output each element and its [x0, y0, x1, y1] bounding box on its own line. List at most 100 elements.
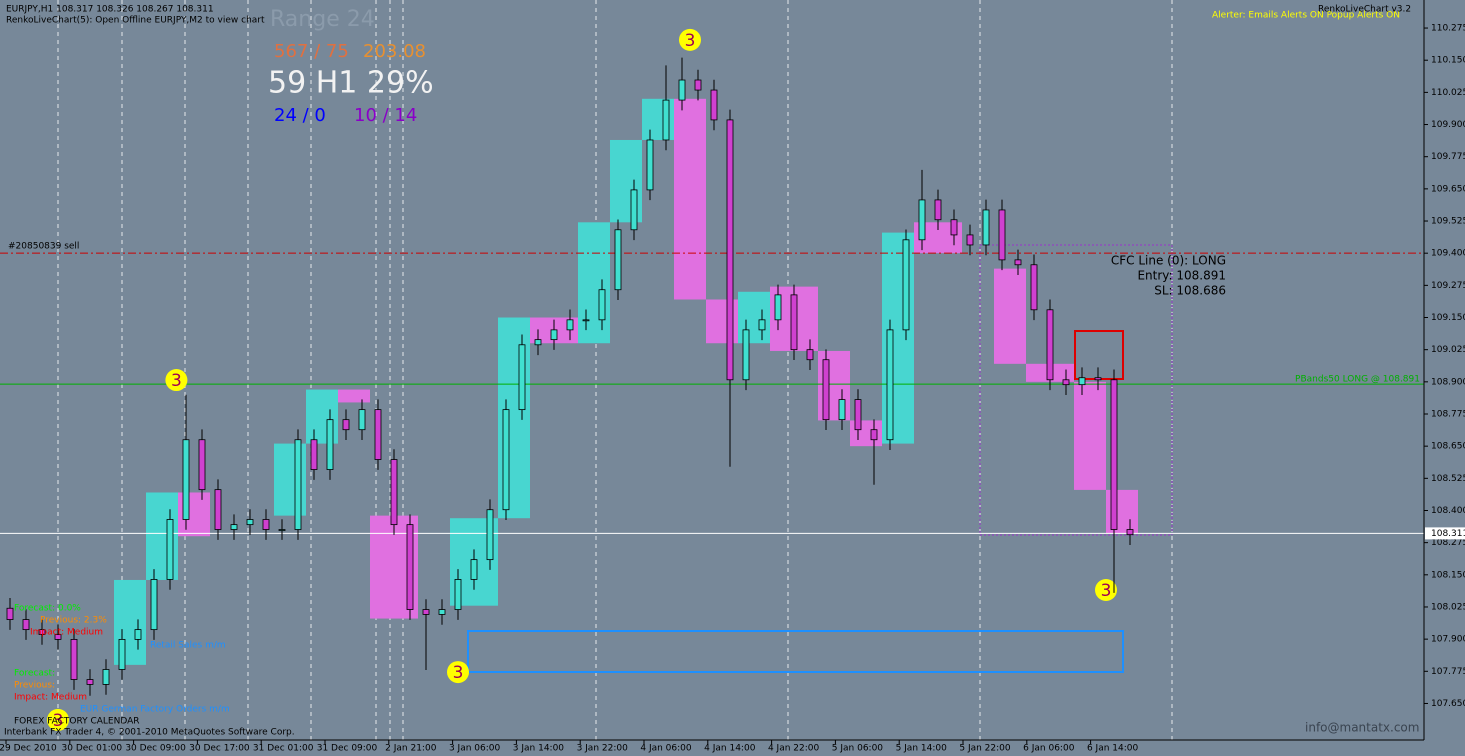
candle-body: [902, 239, 910, 331]
candle-body: [454, 579, 462, 610]
candle-body: [1014, 259, 1022, 266]
candle-body: [790, 294, 798, 351]
candle-body: [262, 519, 270, 530]
annotation: 24 / 0: [274, 105, 326, 126]
renko-brick: [674, 98, 706, 300]
x-tick-label: 5 Jan 22:00: [959, 744, 1011, 754]
candle-body: [118, 638, 126, 670]
candle-body: [294, 439, 302, 530]
annotation: Previous:: [14, 681, 55, 691]
x-tick-label: 5 Jan 06:00: [832, 744, 884, 754]
candle-body: [870, 429, 878, 441]
last-price-label: 108.311: [1431, 529, 1465, 539]
signal-marker: [447, 661, 469, 684]
x-tick-label: 3 Jan 06:00: [449, 744, 501, 754]
candle-body: [982, 209, 990, 246]
candle-body: [230, 524, 238, 530]
candle-body: [406, 524, 414, 610]
candle-body: [182, 439, 190, 520]
candle-body: [550, 329, 558, 341]
signal-marker: [1095, 578, 1117, 601]
candle-body: [134, 629, 142, 640]
y-tick-label: 107.650: [1431, 699, 1465, 709]
candle-body: [886, 329, 894, 441]
candle-body: [22, 619, 30, 631]
renko-brick: [994, 268, 1026, 364]
candle-body: [758, 319, 766, 331]
chart-subtitle: RenkoLiveChart(5): Open Offline EURJPY,M…: [6, 16, 265, 26]
x-tick-label: 30 Dec 17:00: [189, 744, 250, 754]
candle-body: [198, 439, 206, 491]
candle-body: [566, 319, 574, 331]
y-tick-label: 108.900: [1431, 377, 1465, 387]
last-price-box: [1425, 527, 1465, 540]
x-tick-label: 4 Jan 06:00: [640, 744, 692, 754]
candle-body: [70, 638, 78, 680]
grid: [57, 0, 1173, 740]
candle-body: [1110, 379, 1118, 530]
candle-body: [102, 669, 110, 685]
candle-body: [86, 679, 94, 685]
target-box: [467, 630, 1124, 673]
chart-title: EURJPY,H1 108.317 108.326 108.267 108.31…: [6, 5, 214, 15]
x-tick-label: 3 Jan 22:00: [577, 744, 629, 754]
annotation: 59 H1 29%: [268, 66, 434, 101]
signal-label: 3: [171, 371, 182, 391]
candle-body: [534, 339, 542, 346]
y-tick-label: 108.025: [1431, 602, 1465, 612]
candle-body: [246, 519, 254, 526]
candle-body: [934, 199, 942, 221]
x-tick-label: 2 Jan 21:00: [385, 744, 437, 754]
candle-body: [950, 219, 958, 236]
candle-body: [822, 359, 830, 421]
annotation: Forecast: 0.0%: [14, 604, 81, 614]
annotation: Previous: 2.3%: [40, 616, 107, 626]
candle-body: [1078, 377, 1086, 386]
renko-brick: [578, 222, 610, 344]
y-tick-label: 109.525: [1431, 217, 1465, 227]
y-tick-label: 109.775: [1431, 152, 1465, 162]
candle-body: [374, 409, 382, 460]
renko-brick: [1074, 381, 1106, 490]
y-tick-label: 108.650: [1431, 442, 1465, 452]
y-tick-label: 108.275: [1431, 538, 1465, 548]
annotation: FOREX FACTORY CALENDAR: [14, 717, 140, 727]
x-tick-label: 4 Jan 14:00: [704, 744, 756, 754]
x-tick-label: 31 Dec 09:00: [317, 744, 378, 754]
candle-body: [470, 559, 478, 580]
renko-brick: [338, 389, 370, 403]
candle-body: [710, 89, 718, 121]
y-tick-label: 109.900: [1431, 120, 1465, 130]
candle-body: [1094, 377, 1102, 381]
candle-body: [1126, 529, 1134, 536]
x-tick-label: 31 Dec 01:00: [253, 744, 314, 754]
annotation: Impact: Medium: [30, 628, 103, 638]
candle-body: [614, 229, 622, 291]
candle-body: [6, 607, 14, 620]
x-tick-label: 6 Jan 06:00: [1023, 744, 1075, 754]
annotation: Entry: 108.891: [1137, 269, 1226, 283]
candle-body: [166, 519, 174, 580]
candle-body: [630, 189, 638, 231]
range-box: [979, 244, 1173, 536]
annotation: EUR German Factory Orders m/m: [80, 705, 230, 715]
candle-body: [998, 209, 1006, 261]
signal-label: 3: [685, 31, 696, 51]
candle-body: [1030, 264, 1038, 311]
annotation: Forecast:: [14, 669, 55, 679]
candle-body: [726, 119, 734, 381]
signal-label: 3: [53, 711, 64, 731]
y-tick-label: 109.275: [1431, 281, 1465, 291]
annotation: Range 24: [270, 7, 375, 32]
annotation: 567 / 75: [274, 41, 349, 62]
candle-body: [694, 79, 702, 91]
candle-body: [774, 294, 782, 321]
y-tick-label: 108.525: [1431, 474, 1465, 484]
candle-body: [486, 509, 494, 561]
x-tick-label: 29 Dec 2010: [0, 744, 57, 754]
candle-body: [390, 459, 398, 526]
annotation: Alerter: Emails Alerts ON Popup Alerts O…: [1212, 11, 1400, 21]
overlay: 3 3 3 3 3: [0, 28, 1424, 731]
